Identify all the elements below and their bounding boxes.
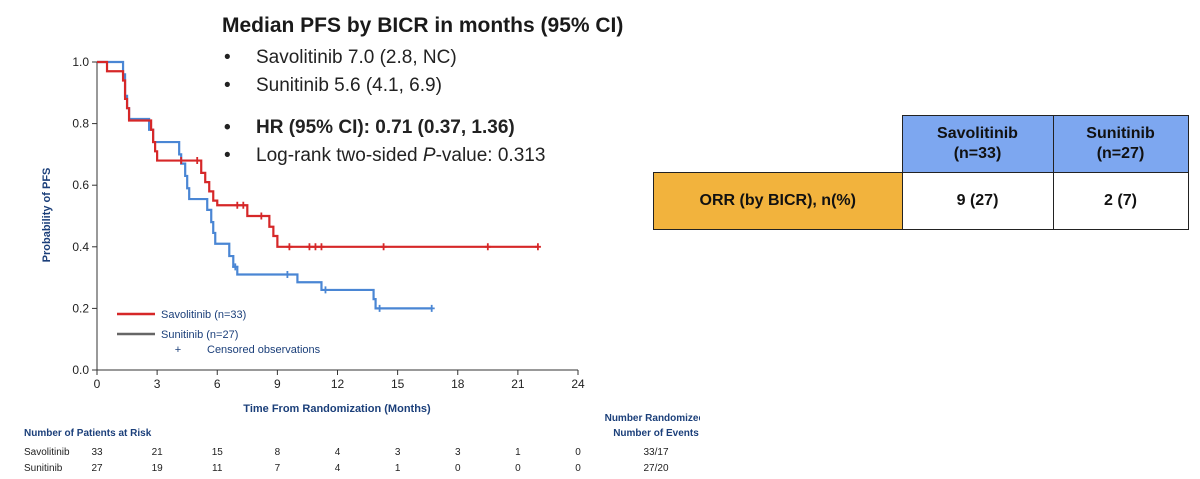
at-risk-value: 0 <box>575 447 581 458</box>
y-tick-labels: 0.0 0.2 0.4 0.6 0.8 1.0 <box>72 55 89 377</box>
legend-label-savolitinib: Savolitinib (n=33) <box>161 309 246 321</box>
censor-mark-sunitinib <box>376 304 383 312</box>
logrank-suffix: -value: 0.313 <box>435 145 546 166</box>
censor-mark-savolitinib <box>286 243 293 251</box>
orr-row-label: ORR (by BICR), n(%) <box>653 172 903 230</box>
at-risk-value: 19 <box>152 463 164 474</box>
censor-mark-savolitinib <box>178 157 185 165</box>
x-tick-label: 15 <box>391 377 405 391</box>
at-risk-summary-savolitinib: 33/17 <box>643 447 668 458</box>
orr-corner-cell <box>654 116 903 173</box>
at-risk-value: 0 <box>455 463 461 474</box>
at-risk-summary-sunitinib: 27/20 <box>643 463 668 474</box>
censor-mark-savolitinib <box>484 243 491 251</box>
at-risk-right-title-1: Number Randomized/ <box>605 413 700 424</box>
logrank-p-symbol: P <box>422 145 436 166</box>
x-axis-title: Time From Randomization (Months) <box>243 403 431 415</box>
orr-header-sunitinib: Sunitinib (n=27) <box>1052 115 1189 173</box>
at-risk-label-savolitinib: Savolitinib <box>24 447 70 458</box>
at-risk-value: 11 <box>212 463 223 474</box>
y-tick-label: 0.4 <box>72 240 89 254</box>
censor-mark-savolitinib <box>534 243 541 251</box>
censor-mark-savolitinib <box>240 201 247 209</box>
at-risk-value: 1 <box>515 447 521 458</box>
at-risk-label-sunitinib: Sunitinib <box>24 463 63 474</box>
at-risk-value: 3 <box>395 447 401 458</box>
orr-header-row: Savolitinib (n=33) Sunitinib (n=27) <box>654 115 1189 173</box>
censor-mark-savolitinib <box>234 201 241 209</box>
median-sunitinib: Sunitinib 5.6 (4.1, 6.9) <box>218 72 688 100</box>
x-tick-label: 12 <box>331 377 345 391</box>
at-risk-value: 27 <box>91 463 103 474</box>
x-tick-labels: 0 3 6 9 12 15 18 21 24 <box>94 377 585 391</box>
legend-label-censored: Censored observations <box>207 344 321 356</box>
orr-data-row: ORR (by BICR), n(%) 9 (27) 2 (7) <box>653 172 1189 230</box>
censor-mark-savolitinib <box>306 243 313 251</box>
at-risk-title: Number of Patients at Risk <box>24 428 152 439</box>
km-curves <box>97 60 541 312</box>
censor-mark-savolitinib <box>194 157 201 165</box>
x-tick-label: 24 <box>571 377 585 391</box>
summary-title: Median PFS by BICR in months (95% CI) <box>222 14 624 37</box>
y-tick-label: 0.6 <box>72 178 89 192</box>
at-risk-value: 0 <box>515 463 521 474</box>
hazard-ratio: HR (95% CI): 0.71 (0.37, 1.36) <box>218 114 688 142</box>
at-risk-value: 21 <box>152 447 164 458</box>
logrank-pvalue: Log-rank two-sided P-value: 0.313 <box>218 142 688 170</box>
orr-table: Savolitinib (n=33) Sunitinib (n=27) ORR … <box>653 115 1189 230</box>
censor-mark-sunitinib <box>232 263 239 271</box>
at-risk-value: 8 <box>275 447 281 458</box>
censor-mark-savolitinib <box>380 243 387 251</box>
at-risk-value: 0 <box>575 463 581 474</box>
x-tick-label: 3 <box>154 377 161 391</box>
pfs-summary: Median PFS by BICR in months (95% CI) Sa… <box>218 14 688 170</box>
km-plot: 0.00.20.40.60.81.0 0 3 6 9 12 15 18 21 24 Probab… <box>24 55 700 474</box>
x-tick-label: 6 <box>214 377 221 391</box>
at-risk-value: 7 <box>275 463 281 474</box>
at-risk-right-title-2: Number of Events <box>613 428 699 439</box>
y-tick-label: 0.8 <box>72 117 89 131</box>
censor-mark-sunitinib <box>428 304 435 312</box>
logrank-prefix: Log-rank two-sided <box>256 145 423 166</box>
orr-header-savolitinib: Savolitinib (n=33) <box>901 115 1054 173</box>
at-risk-value: 33 <box>91 447 103 458</box>
orr-value-savolitinib: 9 (27) <box>901 172 1054 230</box>
at-risk-value: 4 <box>335 447 341 458</box>
at-risk-value: 15 <box>212 447 224 458</box>
at-risk-value: 3 <box>455 447 461 458</box>
x-tick-label: 9 <box>274 377 281 391</box>
orr-header-savolitinib-n: (n=33) <box>953 145 1002 162</box>
y-tick-label: 1.0 <box>72 55 89 69</box>
censor-mark-sunitinib <box>284 271 291 279</box>
at-risk-table: Number of Patients at Risk Number Random… <box>24 413 700 474</box>
median-savolitinib: Savolitinib 7.0 (2.8, NC) <box>218 44 688 72</box>
x-tick-label: 18 <box>451 377 465 391</box>
orr-header-sunitinib-name: Sunitinib <box>1086 125 1155 142</box>
legend-censor-symbol: + <box>175 344 181 356</box>
censor-mark-savolitinib <box>312 243 319 251</box>
at-risk-value: 1 <box>395 463 401 474</box>
orr-header-sunitinib-n: (n=27) <box>1096 145 1145 162</box>
legend-label-sunitinib: Sunitinib (n=27) <box>161 329 238 341</box>
y-tick-label: 0.2 <box>72 301 89 315</box>
orr-value-sunitinib: 2 (7) <box>1052 172 1189 230</box>
orr-header-savolitinib-name: Savolitinib <box>937 125 1018 142</box>
censor-mark-savolitinib <box>258 212 265 220</box>
at-risk-values: 33 21 15 8 4 3 3 1 027 19 11 7 4 1 0 0 0 <box>91 447 581 474</box>
x-tick-label: 21 <box>511 377 525 391</box>
y-axis-title: Probability of PFS <box>41 168 53 263</box>
at-risk-value: 4 <box>335 463 341 474</box>
x-tick-label: 0 <box>94 377 101 391</box>
censor-mark-sunitinib <box>322 286 329 294</box>
plot-axes <box>92 61 579 375</box>
legend: Savolitinib (n=33) Sunitinib (n=27) + Ce… <box>117 309 321 356</box>
censor-mark-savolitinib <box>318 243 325 251</box>
y-tick-label: 0.0 <box>72 363 89 377</box>
